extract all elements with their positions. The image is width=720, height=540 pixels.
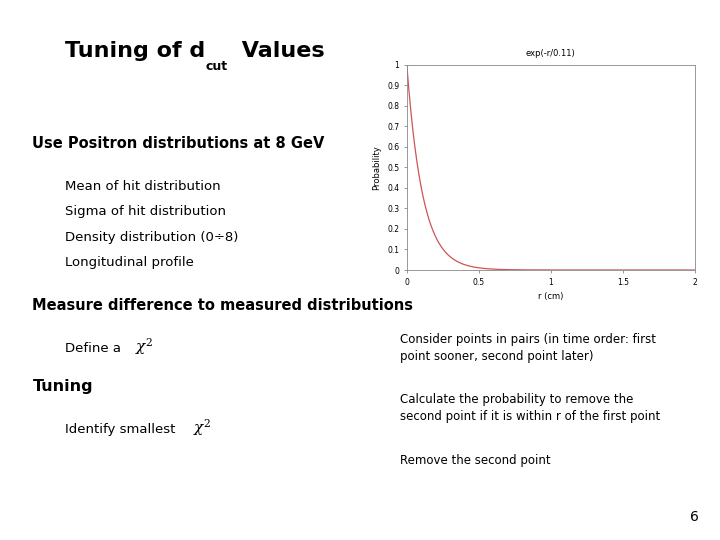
Text: $\chi^2$: $\chi^2$ — [193, 417, 212, 437]
Text: Tuning of d: Tuning of d — [65, 41, 205, 62]
X-axis label: r (cm): r (cm) — [538, 292, 564, 301]
Text: Sigma of hit distribution: Sigma of hit distribution — [65, 205, 226, 218]
Text: Identify smallest: Identify smallest — [65, 423, 179, 436]
Text: Use Positron distributions at 8 GeV: Use Positron distributions at 8 GeV — [32, 136, 325, 151]
Text: Tuning: Tuning — [32, 379, 93, 394]
Text: Measure difference to measured distributions: Measure difference to measured distribut… — [32, 298, 413, 313]
Text: $\chi^2$: $\chi^2$ — [135, 336, 154, 356]
Text: Longitudinal profile: Longitudinal profile — [65, 256, 194, 269]
Text: cut: cut — [205, 60, 228, 73]
Text: Values: Values — [234, 41, 325, 62]
Text: Density distribution (0÷8): Density distribution (0÷8) — [65, 231, 238, 244]
Text: Mean of hit distribution: Mean of hit distribution — [65, 180, 220, 193]
Text: Define a: Define a — [65, 342, 125, 355]
Text: Remove the second point: Remove the second point — [400, 454, 550, 467]
Text: Consider points in pairs (in time order: first
point sooner, second point later): Consider points in pairs (in time order:… — [400, 333, 656, 363]
Text: Calculate the probability to remove the
second point if it is within r of the fi: Calculate the probability to remove the … — [400, 393, 660, 423]
Text: 6: 6 — [690, 510, 698, 524]
Y-axis label: Probability: Probability — [372, 145, 382, 190]
Title: exp(-r/0.11): exp(-r/0.11) — [526, 50, 576, 58]
